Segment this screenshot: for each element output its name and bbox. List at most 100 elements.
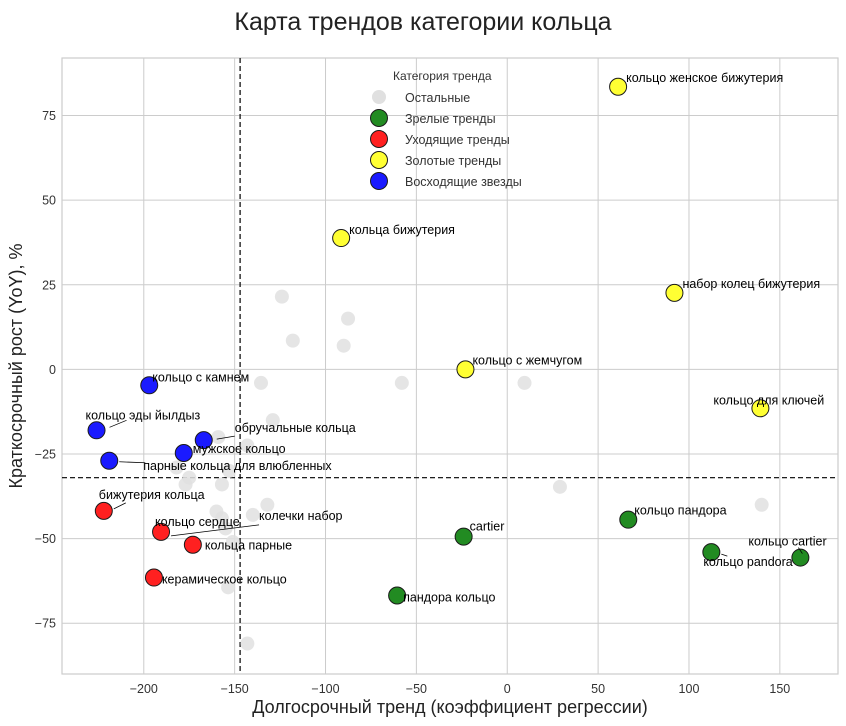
legend-label: Уходящие тренды (405, 133, 510, 147)
point-label: кольцо эды йылдыз (86, 408, 201, 422)
point-label: пандора кольцо (403, 590, 495, 604)
x-axis-label: Долгосрочный тренд (коэффициент регресси… (252, 697, 648, 717)
point-other (169, 460, 184, 475)
point-other (240, 636, 255, 651)
x-tick-label: −100 (311, 682, 339, 696)
point-golden (609, 77, 628, 96)
point-label: парные кольца для влюбленных (143, 459, 332, 473)
point-rising (174, 443, 193, 462)
point-other (225, 535, 240, 549)
point-label: керамическое кольцо (162, 573, 287, 587)
label-leader-line (798, 547, 803, 554)
legend-marker-rising (370, 172, 388, 190)
point-golden (456, 360, 475, 379)
plot-frame (61, 57, 839, 675)
label-leader-line (113, 502, 126, 510)
point-mature (388, 586, 407, 605)
point-rising (194, 431, 213, 450)
point-other (394, 375, 409, 390)
point-other (265, 413, 280, 428)
label-leader-line (109, 419, 127, 428)
point-golden (665, 283, 684, 302)
point-label: кольцо с жемчугом (472, 353, 582, 367)
point-other (211, 430, 226, 445)
x-tick-label: −200 (130, 682, 158, 696)
x-tick-label: −50 (406, 682, 427, 696)
y-tick-label: 75 (42, 109, 56, 123)
point-label: мужское кольцо (193, 442, 286, 456)
point-golden (751, 399, 770, 418)
point-label: обручальные кольца (235, 421, 356, 435)
label-leader-line (721, 553, 728, 557)
legend-marker-other (372, 90, 386, 104)
point-label: кольцо сердце (155, 515, 240, 529)
y-tick-label: 50 (42, 194, 56, 208)
point-other (240, 438, 255, 453)
point-label: кольцо pandora (703, 555, 792, 569)
x-tick-label: 50 (591, 682, 605, 696)
point-other (552, 479, 567, 494)
legend-label: Восходящие звезды (405, 175, 522, 189)
x-tick-label: 100 (679, 682, 700, 696)
x-tick-label: 0 (504, 682, 511, 696)
point-label: кольцо пандора (634, 504, 726, 518)
point-other (222, 463, 237, 478)
legend-marker-mature (370, 109, 388, 127)
point-mature (702, 543, 721, 562)
legend: Категория тренда Остальные Зрелые тренды Ух… (370, 69, 522, 190)
y-tick-label: −50 (35, 532, 56, 546)
point-other (214, 477, 229, 492)
legend-title: Категория тренда (393, 69, 492, 83)
y-tick-label: 0 (49, 363, 56, 377)
point-label: кольца бижутерия (349, 223, 455, 237)
point-other (274, 289, 289, 304)
point-label: кольцо для ключей (713, 393, 824, 407)
point-label: колечки набор (259, 509, 343, 523)
point-other (336, 338, 351, 353)
point-mature (791, 548, 810, 567)
point-label: набор колец бижутерия (682, 277, 820, 291)
label-leader-line (119, 461, 146, 464)
y-tick-label: −25 (35, 448, 56, 462)
y-tick-labels: −75 −50 −25 0 25 50 75 (35, 109, 56, 631)
point-declining (94, 501, 113, 520)
legend-marker-golden (370, 151, 388, 169)
point-other (285, 333, 300, 348)
y-axis-label: Краткосрочный рост (YoY), % (6, 243, 26, 488)
point-label: кольца парные (205, 539, 292, 553)
legend-marker-declining (370, 130, 388, 148)
point-declining (183, 535, 202, 554)
point-rising (140, 376, 159, 395)
point-other (221, 580, 236, 595)
point-label: кольцо с камнем (152, 370, 249, 384)
point-other (253, 375, 268, 390)
point-labels: cartier кольцо пандора кольцо pandora кольц… (86, 71, 827, 605)
point-other (341, 311, 356, 326)
point-label: кольцо cartier (748, 535, 826, 549)
point-other (178, 477, 193, 492)
label-leader-line (216, 435, 235, 440)
point-other (754, 497, 769, 512)
point-rising (100, 451, 119, 470)
point-label: бижутерия кольца (99, 488, 205, 502)
point-declining (152, 522, 171, 541)
point-other (260, 497, 275, 512)
point-rising (87, 421, 106, 440)
data-points (87, 77, 810, 651)
chart-title: Карта трендов категории кольца (234, 8, 611, 36)
x-tick-label: −150 (221, 682, 249, 696)
legend-label: Остальные (405, 91, 470, 105)
label-leader-line (170, 524, 260, 537)
point-other (245, 507, 260, 522)
point-other (218, 521, 233, 536)
point-mature (454, 527, 473, 546)
point-other (517, 375, 532, 390)
x-tick-label: 150 (769, 682, 790, 696)
x-tick-labels: −200 −150 −100 −50 0 50 100 150 (130, 682, 791, 696)
point-mature (619, 510, 638, 529)
y-tick-label: −75 (35, 617, 56, 631)
point-golden (332, 229, 351, 248)
y-tick-label: 25 (42, 278, 56, 292)
point-label: кольцо женское бижутерия (626, 71, 783, 85)
